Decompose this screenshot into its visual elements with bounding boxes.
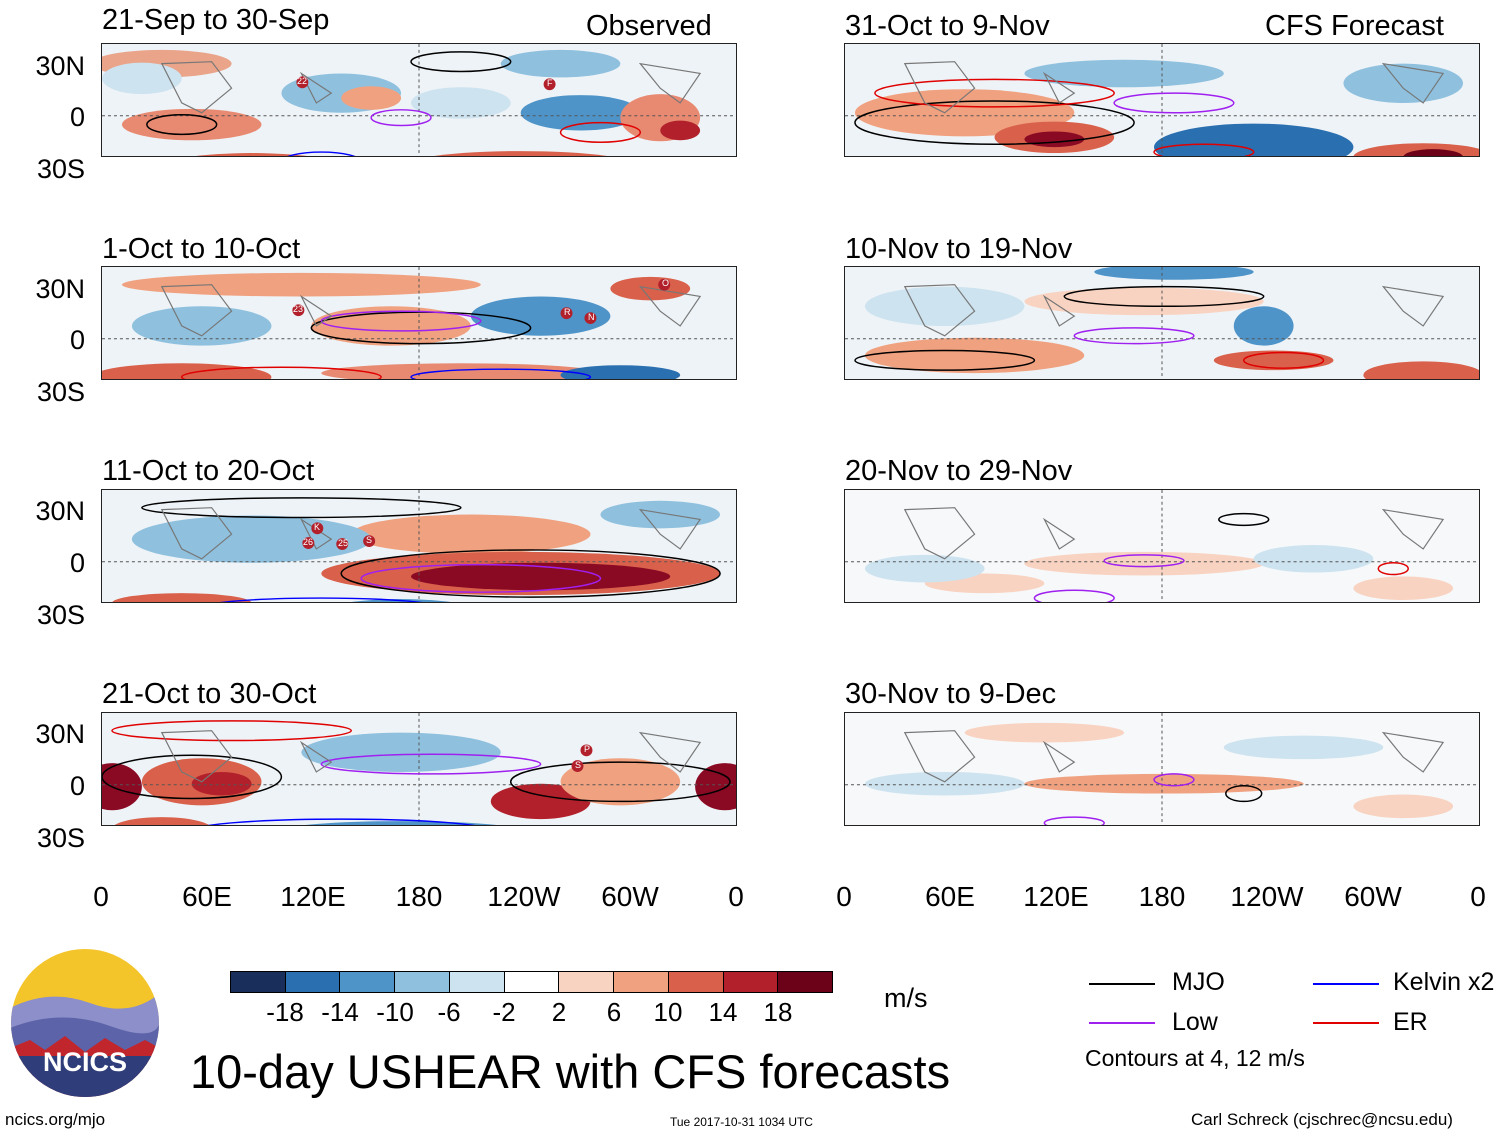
- figure-title: 10-day USHEAR with CFS forecasts: [190, 1045, 951, 1098]
- colorbar-swatch: [778, 972, 833, 992]
- panel-title-fc-1: 31-Oct to 9-Nov: [845, 10, 1050, 42]
- lat-label-eq: 0: [69, 548, 85, 578]
- colorbar: [230, 971, 833, 993]
- lon-label-60w: 60W: [601, 881, 659, 912]
- legend-label-low: Low: [1172, 1008, 1218, 1036]
- colorbar-label: 18: [763, 997, 793, 1027]
- lat-label-30s: 30S: [36, 823, 85, 853]
- lon-label-60e: 60E: [925, 881, 975, 912]
- lon-label-120e: 120E: [280, 881, 346, 912]
- legend-line-low: [1089, 1022, 1155, 1024]
- legend-label-kelvin: Kelvin x2: [1393, 968, 1495, 996]
- map-panel-forecast-1: [844, 43, 1480, 157]
- contours-note: Contours at 4, 12 m/s: [1085, 1045, 1305, 1071]
- lat-label-30s: 30S: [36, 377, 85, 407]
- lon-label-180: 180: [1138, 881, 1186, 912]
- colorbar-swatch: [614, 972, 669, 992]
- colorbar-swatch: [449, 972, 505, 992]
- lat-label-30n: 30N: [35, 719, 85, 749]
- panel-title-obs-3: 11-Oct to 20-Oct: [102, 455, 315, 487]
- storm-marker-p2-n: N: [588, 312, 595, 322]
- colorbar-swatch: [285, 972, 341, 992]
- lat-label-eq: 0: [69, 771, 85, 801]
- storm-marker-p4-p: P: [584, 744, 591, 754]
- lat-label-eq: 0: [69, 325, 85, 355]
- colorbar-label: 2: [551, 997, 567, 1027]
- map-panel-observed-1: [101, 43, 737, 157]
- map-panel-forecast-2: [844, 266, 1480, 380]
- lon-label-0: 0: [836, 881, 852, 912]
- colorbar-label: -14: [321, 997, 359, 1027]
- storm-marker-p1-22: 22: [297, 76, 308, 86]
- footer-url: ncics.org/mjo: [5, 1110, 106, 1129]
- legend-label-er: ER: [1393, 1008, 1428, 1036]
- lon-label-120w: 120W: [487, 881, 561, 912]
- ncics-logo: NCICS: [10, 948, 160, 1098]
- colorbar-label: -10: [376, 997, 414, 1027]
- storm-marker-p3-s: S: [366, 535, 373, 545]
- map-panel-forecast-4: [844, 712, 1480, 826]
- colorbar-label: -6: [437, 997, 461, 1027]
- storm-marker-p3-25: 25: [338, 538, 349, 548]
- storm-marker-p2-o: O: [662, 278, 670, 288]
- storm-marker-p2-r: R: [564, 307, 571, 317]
- colorbar-swatch: [395, 972, 450, 992]
- panel-title-fc-3: 20-Nov to 29-Nov: [845, 455, 1073, 487]
- panel-title-fc-4: 30-Nov to 9-Dec: [845, 678, 1057, 710]
- storm-marker-p3-k: K: [314, 522, 321, 532]
- footer-timestamp: Tue 2017-10-31 1034 UTC: [670, 1115, 813, 1129]
- map-panel-observed-4: [101, 712, 737, 826]
- storm-marker-p3-26: 26: [303, 537, 314, 547]
- panel-title-obs-1: 21-Sep to 30-Sep: [102, 4, 330, 36]
- legend-label-mjo: MJO: [1172, 968, 1225, 996]
- lat-label-30n: 30N: [35, 496, 85, 526]
- lat-label-30n: 30N: [35, 51, 85, 81]
- colorbar-label: -2: [492, 997, 516, 1027]
- colorbar-label: -18: [266, 997, 304, 1027]
- panel-title-obs-2: 1-Oct to 10-Oct: [102, 233, 301, 265]
- forecast-tag: CFS Forecast: [1265, 10, 1444, 42]
- storm-marker-p2-23: 23: [293, 304, 304, 314]
- legend-line-er: [1313, 1022, 1379, 1024]
- colorbar-swatch: [340, 972, 396, 992]
- lon-label-180: 180: [395, 881, 443, 912]
- map-panel-forecast-3: [844, 489, 1480, 603]
- lon-label-60e: 60E: [182, 881, 232, 912]
- colorbar-swatch: [504, 972, 560, 992]
- lat-label-30s: 30S: [36, 154, 85, 184]
- lat-label-30s: 30S: [36, 600, 85, 630]
- storm-marker-p1-f: F: [547, 78, 553, 88]
- observed-tag: Observed: [586, 10, 712, 42]
- logo-text: NCICS: [42, 1047, 127, 1077]
- lon-label-0-end: 0: [1470, 881, 1486, 912]
- colorbar-swatch: [723, 972, 779, 992]
- colorbar-label: 10: [653, 997, 683, 1027]
- colorbar-units: m/s: [884, 983, 928, 1013]
- legend-line-mjo: [1089, 983, 1155, 985]
- panel-title-fc-2: 10-Nov to 19-Nov: [845, 233, 1073, 265]
- lon-label-60w: 60W: [1344, 881, 1402, 912]
- lon-label-120e: 120E: [1023, 881, 1089, 912]
- legend-line-kelvin: [1313, 983, 1379, 985]
- panel-title-obs-4: 21-Oct to 30-Oct: [102, 678, 317, 710]
- map-panel-observed-2: [101, 266, 737, 380]
- colorbar-label: 14: [708, 997, 738, 1027]
- lat-label-eq: 0: [69, 102, 85, 132]
- lon-label-0-end: 0: [728, 881, 744, 912]
- footer-author: Carl Schreck (cjschrec@ncsu.edu): [1191, 1110, 1453, 1129]
- colorbar-label: 6: [606, 997, 622, 1027]
- lon-label-0: 0: [93, 881, 109, 912]
- lon-label-120w: 120W: [1230, 881, 1304, 912]
- colorbar-swatch: [668, 972, 724, 992]
- map-panel-observed-3: [101, 489, 737, 603]
- storm-marker-p4-s: S: [575, 760, 582, 770]
- colorbar-swatch: [559, 972, 615, 992]
- lat-label-30n: 30N: [35, 274, 85, 304]
- colorbar-swatch: [231, 972, 286, 992]
